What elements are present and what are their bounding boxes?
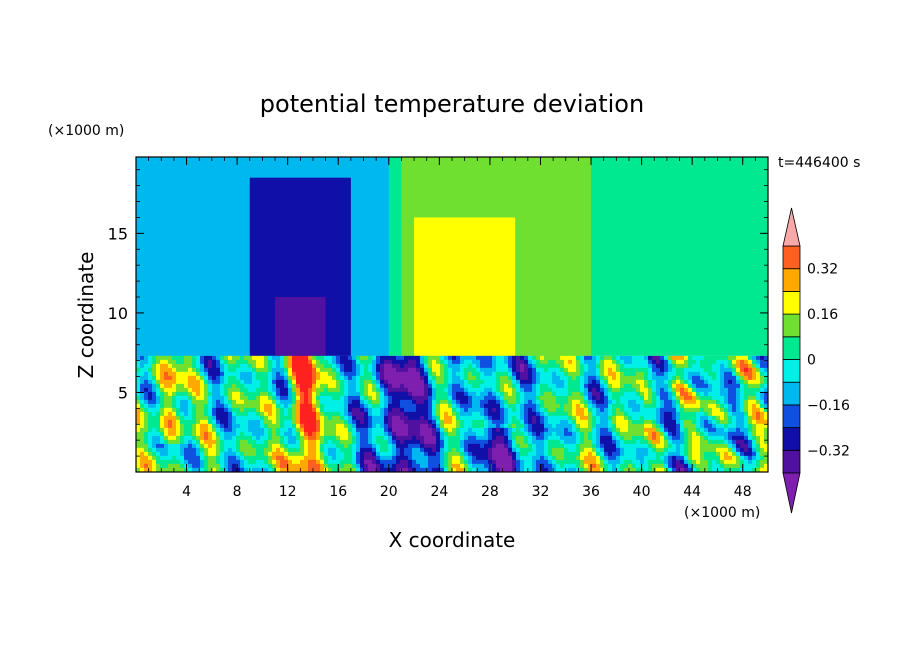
x-tick-label: 12 xyxy=(279,484,297,500)
colorbar-segment xyxy=(782,381,801,406)
y-unit-label: (×1000 m) xyxy=(48,123,124,139)
colorbar-tick-label: −0.32 xyxy=(807,443,850,459)
x-unit-label: (×1000 m) xyxy=(684,505,760,521)
colorbar-segment xyxy=(782,449,801,474)
x-tick-label: 28 xyxy=(481,484,499,500)
y-axis: 5 10 15 xyxy=(108,169,768,457)
x-tick-label: 4 xyxy=(182,484,191,500)
x-tick-label: 40 xyxy=(633,484,651,500)
x-tick-label: 36 xyxy=(582,484,600,500)
region-3 xyxy=(275,297,326,356)
x-tick-label: 44 xyxy=(683,484,701,500)
x-tick-label: 24 xyxy=(430,484,448,500)
colorbar-tick-label: 0.32 xyxy=(807,262,838,278)
y-tick-label: 10 xyxy=(108,304,128,323)
colorbar-segment xyxy=(782,268,801,292)
x-axis: 4 8 12 16 20 24 28 32 36 40 44 48 xyxy=(135,157,769,500)
lower-layer xyxy=(136,355,768,472)
x-tick-label: 8 xyxy=(233,484,242,500)
colorbar-segment xyxy=(782,336,801,360)
y-axis-title: Z coordinate xyxy=(74,252,98,379)
colorbar-segment xyxy=(782,290,801,315)
colorbar-segment xyxy=(782,404,801,428)
y-tick-label: 15 xyxy=(108,224,128,243)
y-tick-label: 5 xyxy=(118,383,128,402)
x-axis-title: X coordinate xyxy=(389,528,516,552)
colorbar: 0.32 0.16 0 −0.16 −0.32 xyxy=(782,207,850,514)
chart-title: potential temperature deviation xyxy=(260,90,644,118)
colorbar-bottom-arrow xyxy=(782,472,801,514)
colorbar-segment xyxy=(782,359,801,383)
contour-field xyxy=(136,157,768,472)
colorbar-tick-label: −0.16 xyxy=(807,398,850,414)
x-tick-label: 16 xyxy=(329,484,347,500)
colorbar-segment xyxy=(782,427,801,451)
x-tick-label: 48 xyxy=(734,484,752,500)
colorbar-tick-label: 0.16 xyxy=(807,307,838,323)
colorbar-top-arrow xyxy=(782,207,801,247)
x-tick-label: 32 xyxy=(532,484,550,500)
region-5 xyxy=(414,217,516,356)
x-tick-label: 20 xyxy=(380,484,398,500)
colorbar-tick-label: 0 xyxy=(807,353,816,369)
colorbar-segment xyxy=(782,313,801,338)
time-label: t=446400 s xyxy=(778,155,860,171)
colorbar-segment xyxy=(782,245,801,270)
